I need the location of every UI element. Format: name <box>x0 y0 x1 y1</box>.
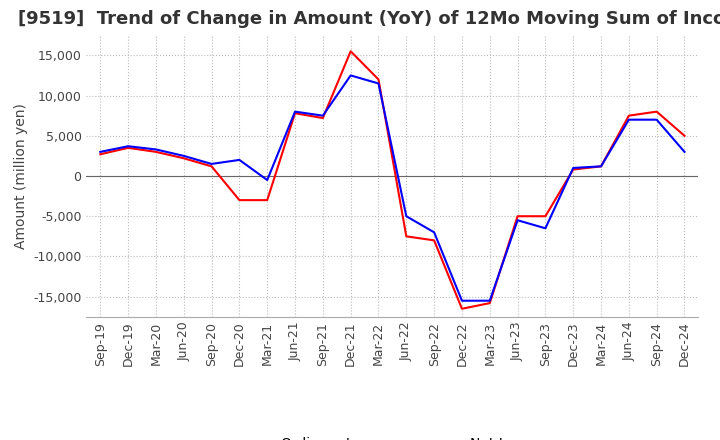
Net Income <box>318 115 327 121</box>
Ordinary Income <box>680 149 689 154</box>
Net Income <box>652 109 661 114</box>
Net Income <box>235 198 243 203</box>
Ordinary Income <box>569 165 577 171</box>
Net Income <box>291 110 300 116</box>
Ordinary Income <box>124 143 132 149</box>
Ordinary Income <box>624 117 633 122</box>
Ordinary Income <box>291 109 300 114</box>
Line: Net Income: Net Income <box>100 51 685 309</box>
Ordinary Income <box>207 161 216 167</box>
Ordinary Income <box>152 147 161 152</box>
Net Income <box>179 156 188 161</box>
Net Income <box>402 234 410 239</box>
Ordinary Income <box>318 113 327 118</box>
Ordinary Income <box>430 230 438 235</box>
Ordinary Income <box>485 298 494 303</box>
Net Income <box>430 238 438 243</box>
Net Income <box>624 113 633 118</box>
Ordinary Income <box>597 164 606 169</box>
Net Income <box>569 167 577 172</box>
Ordinary Income <box>374 81 383 86</box>
Ordinary Income <box>541 226 550 231</box>
Net Income <box>152 149 161 154</box>
Ordinary Income <box>263 177 271 183</box>
Net Income <box>374 77 383 82</box>
Net Income <box>513 213 522 219</box>
Ordinary Income <box>513 218 522 223</box>
Title: [9519]  Trend of Change in Amount (YoY) of 12Mo Moving Sum of Incomes: [9519] Trend of Change in Amount (YoY) o… <box>18 10 720 28</box>
Net Income <box>263 198 271 203</box>
Net Income <box>207 164 216 169</box>
Net Income <box>96 152 104 157</box>
Net Income <box>124 145 132 150</box>
Net Income <box>541 213 550 219</box>
Net Income <box>597 164 606 169</box>
Ordinary Income <box>652 117 661 122</box>
Ordinary Income <box>235 157 243 162</box>
Net Income <box>680 133 689 139</box>
Ordinary Income <box>458 298 467 303</box>
Ordinary Income <box>402 213 410 219</box>
Y-axis label: Amount (million yen): Amount (million yen) <box>14 103 27 249</box>
Ordinary Income <box>346 73 355 78</box>
Ordinary Income <box>96 149 104 154</box>
Net Income <box>485 301 494 306</box>
Line: Ordinary Income: Ordinary Income <box>100 75 685 301</box>
Legend: Ordinary Income, Net Income: Ordinary Income, Net Income <box>230 431 555 440</box>
Net Income <box>346 49 355 54</box>
Net Income <box>458 306 467 312</box>
Ordinary Income <box>179 153 188 158</box>
